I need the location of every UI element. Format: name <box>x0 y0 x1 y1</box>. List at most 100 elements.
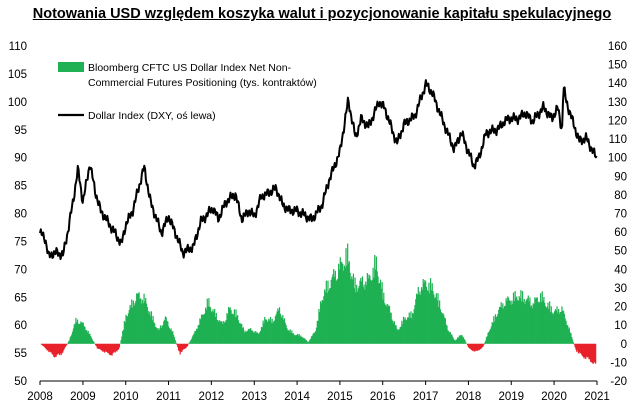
positioning-bar <box>411 312 414 344</box>
positioning-bar <box>233 309 235 344</box>
positioning-bar <box>394 325 396 344</box>
positioning-bar <box>92 340 94 344</box>
positioning-bar <box>282 314 284 344</box>
positioning-bar <box>287 330 289 344</box>
positioning-bar <box>109 343 112 356</box>
positioning-bar <box>449 331 451 344</box>
positioning-bar <box>270 322 272 344</box>
positioning-bar <box>142 303 144 344</box>
positioning-bar <box>400 326 402 344</box>
positioning-bar <box>269 320 271 344</box>
positioning-bar <box>197 325 199 344</box>
positioning-bar <box>283 319 285 344</box>
positioning-bar <box>371 279 373 344</box>
positioning-bar <box>195 330 197 344</box>
positioning-bar <box>118 343 120 350</box>
positioning-bar <box>516 296 518 344</box>
positioning-bar <box>485 337 488 344</box>
positioning-bar <box>106 343 108 352</box>
positioning-bar <box>524 304 526 344</box>
positioning-bar <box>511 300 513 344</box>
positioning-bar <box>506 300 508 344</box>
positioning-bar <box>521 291 524 344</box>
positioning-bar <box>152 315 154 344</box>
positioning-bar <box>194 330 196 344</box>
positioning-bar <box>402 323 404 344</box>
positioning-bar <box>549 312 552 344</box>
positioning-bar <box>101 343 103 351</box>
positioning-bar <box>125 314 127 344</box>
positioning-bar <box>569 332 571 344</box>
positioning-bar <box>387 304 389 344</box>
positioning-bar <box>124 322 126 344</box>
positioning-bar <box>288 331 290 344</box>
positioning-bar <box>72 331 74 344</box>
positioning-bar <box>135 300 137 344</box>
positioning-bar <box>189 341 191 344</box>
positioning-bar <box>304 338 306 344</box>
positioning-bar <box>402 316 405 344</box>
positioning-bar <box>420 287 423 344</box>
positioning-bar <box>230 310 232 344</box>
positioning-bar <box>103 343 105 351</box>
positioning-bar <box>408 312 410 344</box>
x-tick-label: 2015 <box>327 391 353 403</box>
positioning-bar <box>74 323 76 344</box>
positioning-bar <box>457 337 459 344</box>
positioning-bar <box>292 333 294 344</box>
positioning-bar <box>193 333 195 344</box>
positioning-bar <box>517 300 520 344</box>
positioning-bar <box>429 293 431 344</box>
positioning-bar <box>156 328 158 344</box>
positioning-bar <box>414 304 416 344</box>
positioning-bar <box>144 301 146 344</box>
positioning-bar <box>104 343 107 352</box>
positioning-bar <box>96 343 98 349</box>
positioning-bar <box>86 332 89 344</box>
positioning-bar <box>356 291 359 344</box>
positioning-bar <box>248 328 250 344</box>
positioning-bar <box>149 311 151 344</box>
positioning-bar <box>114 343 116 353</box>
positioning-bar <box>360 277 362 344</box>
positioning-bar <box>87 330 89 344</box>
positioning-bar <box>243 332 245 344</box>
positioning-bar <box>139 299 141 344</box>
positioning-bar <box>342 270 345 344</box>
positioning-bar <box>355 292 357 344</box>
y-right-tick-label: -10 <box>610 357 627 369</box>
positioning-bar <box>162 325 164 344</box>
positioning-bar <box>249 329 251 344</box>
positioning-bar <box>81 322 84 344</box>
positioning-bar <box>443 317 446 344</box>
positioning-bar <box>584 343 586 358</box>
positioning-bar <box>131 307 134 344</box>
positioning-bar <box>498 306 501 344</box>
positioning-bar <box>268 318 270 344</box>
positioning-bar <box>273 321 275 344</box>
positioning-bar <box>358 286 360 344</box>
positioning-bar <box>99 343 101 349</box>
positioning-bar <box>550 306 552 344</box>
positioning-bar <box>567 328 570 344</box>
positioning-bar <box>534 297 536 344</box>
positioning-bar <box>492 323 494 344</box>
positioning-bar <box>71 334 73 344</box>
positioning-bar <box>357 288 359 344</box>
positioning-bar <box>530 305 533 344</box>
positioning-bar <box>209 307 212 344</box>
y-right-tick-label: 140 <box>608 78 627 90</box>
positioning-bar <box>390 312 392 344</box>
positioning-bar <box>60 343 62 356</box>
positioning-bar <box>251 330 253 344</box>
positioning-bar <box>210 312 212 344</box>
positioning-bar <box>389 312 391 344</box>
positioning-bar <box>557 312 559 344</box>
positioning-bar <box>179 343 181 355</box>
positioning-bar <box>404 317 406 344</box>
dxy-line-group <box>39 79 598 261</box>
positioning-bar <box>203 314 205 344</box>
positioning-bar <box>522 302 524 344</box>
positioning-bar <box>78 323 80 344</box>
